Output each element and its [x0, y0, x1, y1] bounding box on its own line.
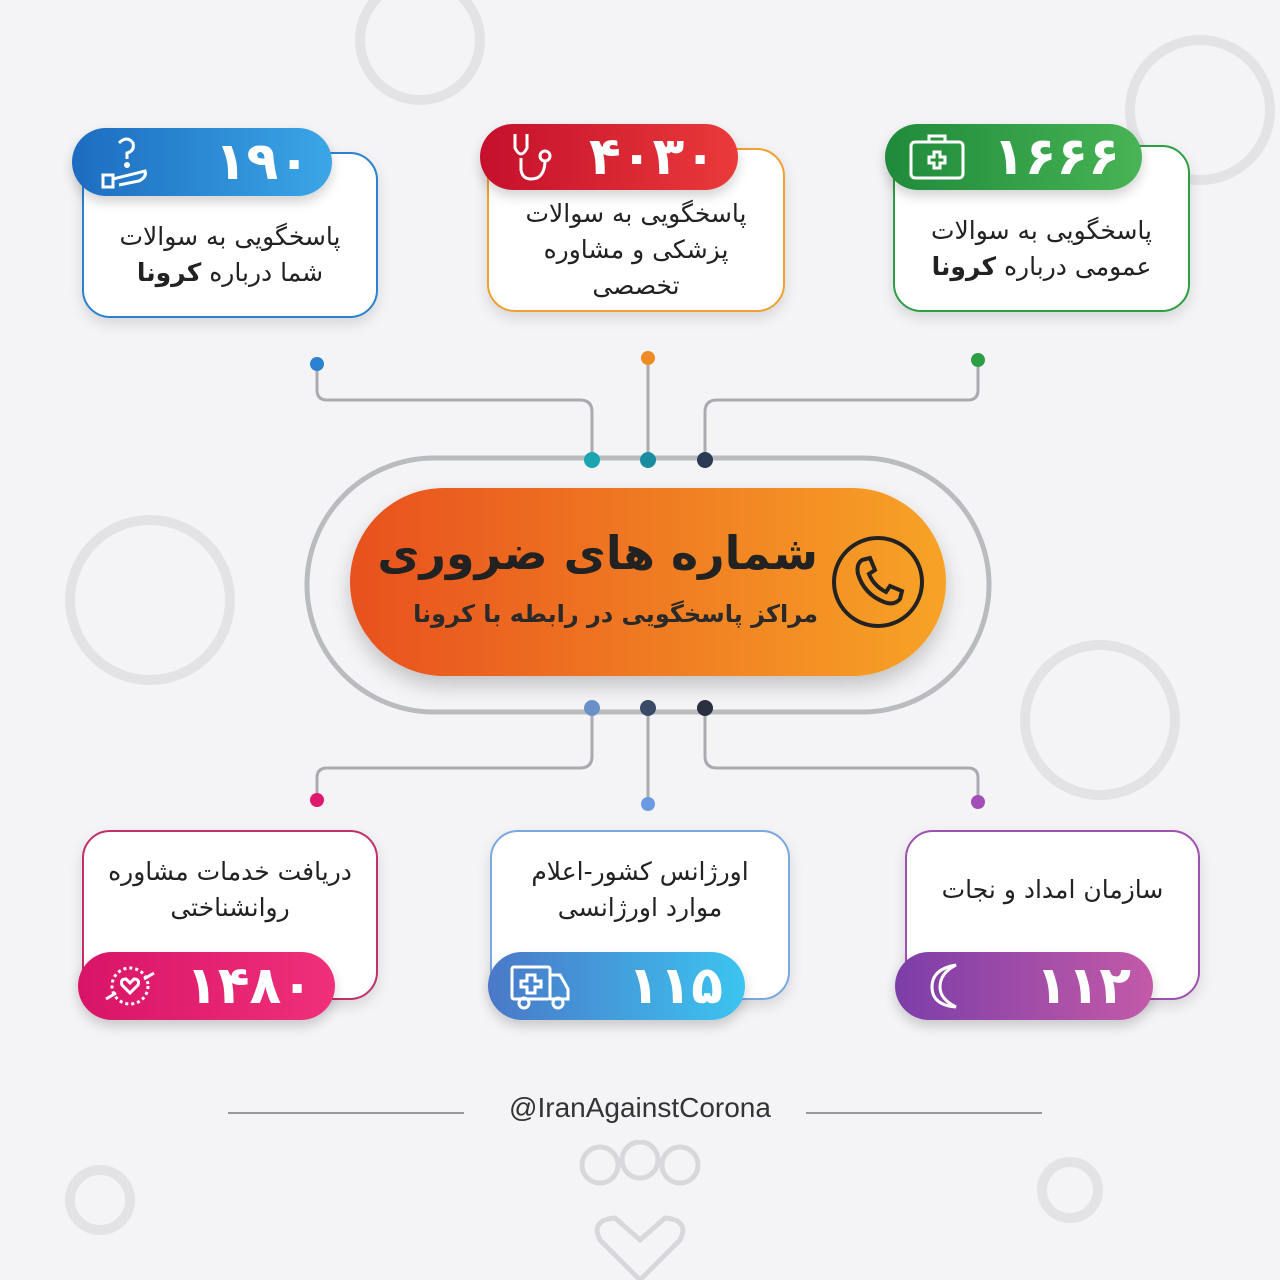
card-190: پاسخگویی به سوالات شما درباره کرونا — [82, 152, 378, 318]
hand-question-icon — [94, 134, 154, 190]
ambulance-icon — [510, 958, 570, 1014]
hands-heart-icon — [100, 958, 160, 1014]
card-text: اورژانس کشور-اعلام موارد اورژانسی — [531, 857, 749, 922]
phone-112-badge[interactable]: ۱۱۲ — [895, 952, 1153, 1020]
phone-number: ۴۰۳۰ — [589, 127, 716, 187]
phone-icon — [832, 536, 924, 628]
card-text-bold: کرونا — [931, 251, 997, 281]
page-subtitle: مراکز پاسخگویی در رابطه با کرونا — [413, 600, 818, 628]
page-title: شماره های ضروری — [377, 526, 818, 580]
phone-4030-badge[interactable]: ۴۰۳۰ — [480, 124, 738, 190]
title-banner: شماره های ضروری مراکز پاسخگویی در رابطه … — [350, 488, 946, 676]
phone-190-badge[interactable]: ۱۹۰ — [72, 128, 332, 196]
card-text: پاسخگویی به سوالات شما درباره — [119, 222, 341, 287]
phone-1666-badge[interactable]: ۱۶۶۶ — [885, 124, 1142, 190]
first-aid-kit-icon — [907, 129, 967, 185]
divider — [806, 1112, 1042, 1114]
card-text: پاسخگویی به سوالات عمومی درباره — [930, 215, 1153, 281]
phone-number: ۱۱۵ — [627, 956, 723, 1016]
card-text: سازمان امداد و نجات — [941, 875, 1164, 904]
card-text: دریافت خدمات مشاوره روانشناختی — [108, 857, 352, 922]
card-text: پاسخگویی به سوالات پزشکی و مشاوره تخصصی — [525, 199, 747, 300]
footer-handle: @IranAgainstCorona — [509, 1092, 771, 1123]
phone-number: ۱۹۰ — [214, 132, 310, 192]
phone-115-badge[interactable]: ۱۱۵ — [488, 952, 745, 1020]
card-text-bold: کرونا — [136, 258, 202, 287]
phone-1480-badge[interactable]: ۱۴۸۰ — [78, 952, 335, 1020]
crescent-icon — [917, 958, 977, 1014]
divider — [228, 1112, 464, 1114]
phone-number: ۱۱۲ — [1035, 956, 1131, 1016]
stethoscope-icon — [502, 129, 562, 185]
phone-number: ۱۶۶۶ — [993, 127, 1120, 187]
phone-number: ۱۴۸۰ — [186, 956, 313, 1016]
people-heart-icon — [579, 1140, 701, 1280]
